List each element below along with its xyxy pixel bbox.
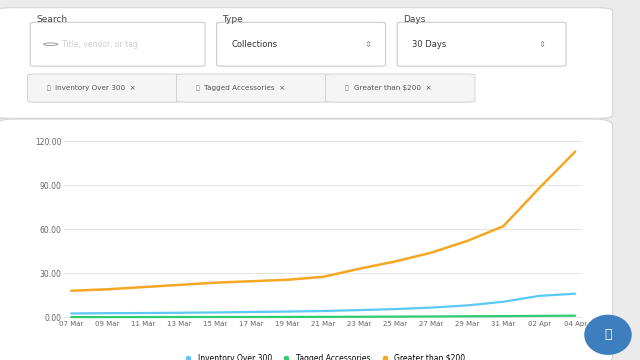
- Text: Greater than $200  ×: Greater than $200 ×: [353, 85, 431, 91]
- FancyBboxPatch shape: [217, 22, 385, 66]
- Text: 🏷: 🏷: [47, 85, 51, 91]
- Circle shape: [585, 315, 631, 354]
- FancyBboxPatch shape: [397, 22, 566, 66]
- Text: ⇕: ⇕: [539, 40, 546, 49]
- Text: 🏷: 🏷: [196, 85, 200, 91]
- FancyBboxPatch shape: [0, 8, 612, 118]
- FancyBboxPatch shape: [326, 74, 475, 102]
- Text: ⊕ ⊖ 🔍 🧑 🏠: ⊕ ⊖ 🔍 🧑 🏠: [541, 142, 578, 151]
- Text: ⇕: ⇕: [364, 40, 371, 49]
- Text: Inventory Over 300  ×: Inventory Over 300 ×: [55, 85, 136, 91]
- FancyBboxPatch shape: [28, 74, 182, 102]
- Text: 🏷: 🏷: [345, 85, 349, 91]
- Text: Search: Search: [36, 15, 67, 24]
- Text: 💬: 💬: [604, 328, 612, 341]
- Legend: Inventory Over 300, Tagged Accessories, Greater than $200: Inventory Over 300, Tagged Accessories, …: [178, 351, 468, 360]
- FancyBboxPatch shape: [30, 22, 205, 66]
- FancyBboxPatch shape: [0, 119, 612, 360]
- Text: Days: Days: [403, 15, 426, 24]
- FancyBboxPatch shape: [177, 74, 332, 102]
- Text: 30 Days: 30 Days: [412, 40, 446, 49]
- Text: Tagged Accessories  ×: Tagged Accessories ×: [204, 85, 285, 91]
- Text: Collections: Collections: [231, 40, 277, 49]
- Text: Type: Type: [223, 15, 243, 24]
- Text: Title, vendor, or tag: Title, vendor, or tag: [62, 40, 138, 49]
